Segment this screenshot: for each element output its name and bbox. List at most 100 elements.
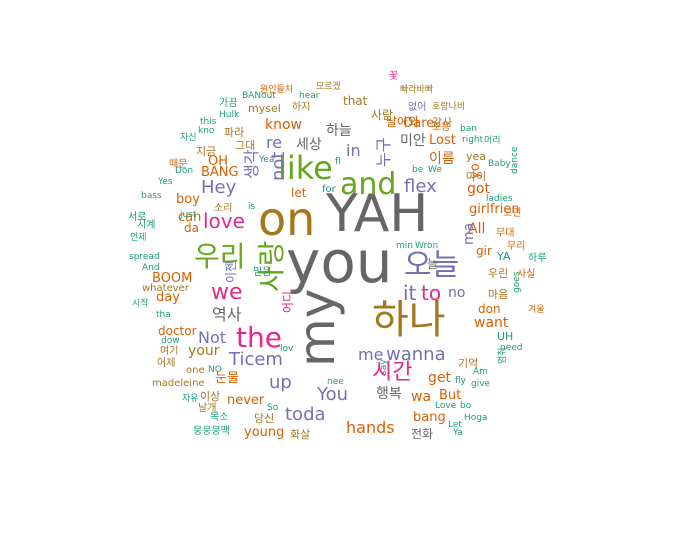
word-cloud-word: OH (208, 154, 229, 169)
word-cloud-word: 우린 (488, 267, 509, 280)
word-cloud-word: 그대 (235, 139, 256, 152)
word-cloud-word: hands (346, 418, 395, 437)
word-cloud-word: 빠라바빠 (400, 85, 434, 95)
word-cloud-word: fly (455, 376, 466, 386)
word-cloud-word: like (278, 149, 333, 187)
word-cloud-word: doctor (158, 324, 197, 338)
word-cloud-word: 늘 (427, 257, 439, 271)
word-cloud-word: YA (497, 250, 511, 263)
word-cloud-word: 어디 (281, 290, 295, 313)
word-cloud-word: 시작 (132, 299, 149, 309)
word-cloud-word: kno (198, 126, 215, 136)
word-cloud-word: 서로 (128, 212, 147, 223)
word-cloud-word: madeleine (152, 378, 205, 389)
word-cloud-word: BANout (242, 91, 276, 101)
word-cloud-word: in (346, 141, 361, 160)
word-cloud-word: So (267, 403, 279, 413)
word-cloud-word: BANG (201, 165, 239, 180)
word-cloud-word: min (396, 241, 413, 251)
word-cloud-word: nee (327, 377, 344, 387)
word-cloud-word: the (236, 321, 282, 354)
word-cloud-word: 우리 (194, 240, 246, 273)
word-cloud-word: NO (208, 365, 222, 375)
word-cloud-word: 조용 (432, 122, 451, 133)
word-cloud-word: let (291, 186, 307, 200)
word-cloud-word: can (178, 210, 202, 225)
word-cloud-word: re (266, 133, 283, 152)
word-cloud-word: 하지 (292, 102, 311, 113)
word-cloud-word: 하늘 (326, 123, 352, 139)
word-cloud-word: 이름 (429, 151, 455, 167)
word-cloud-word: We (428, 165, 442, 175)
word-cloud-word: And (142, 263, 160, 273)
word-cloud-word: and (340, 167, 397, 202)
word-cloud-word: 세상 (296, 137, 322, 153)
word-cloud-word: Am (473, 367, 488, 377)
word-cloud-word: 어제 (157, 358, 176, 369)
word-cloud-word: tha (156, 310, 171, 320)
word-cloud-word: Oare (403, 116, 435, 131)
word-cloud-word: young (244, 425, 285, 440)
word-cloud-word: 언제 (130, 233, 147, 243)
word-cloud-word: this (200, 117, 217, 127)
word-cloud-word: 미안 (400, 133, 426, 149)
word-cloud-word: give (471, 379, 491, 389)
word-cloud-word: 고민 (503, 208, 522, 219)
word-cloud-word: 가끔 (219, 98, 238, 109)
word-cloud-word: know (265, 117, 302, 133)
word-cloud-word: Baby (488, 159, 511, 169)
word-cloud-word: gir (476, 244, 492, 258)
word-cloud-word: Hoga (464, 413, 488, 423)
word-cloud-word: 사실 (517, 269, 536, 280)
word-cloud-word: 날아와 (386, 115, 420, 129)
word-cloud-word: whatever (142, 283, 189, 294)
word-cloud-word: 사람 (371, 108, 394, 122)
word-cloud-word: 없어 (408, 102, 427, 113)
word-cloud-word: Hulk (219, 110, 240, 120)
word-cloud-word: want (474, 315, 509, 331)
word-cloud-word: wanna (386, 344, 446, 365)
word-cloud-word: da (184, 221, 199, 235)
word-cloud-word: hear (299, 91, 320, 101)
word-cloud-word: right (462, 135, 484, 145)
word-cloud-word: Ticem (229, 349, 283, 370)
word-cloud-word: Don (175, 166, 194, 176)
word-cloud-word: 겨울 (528, 305, 545, 315)
word-cloud-word: 무리 (507, 241, 526, 252)
word-cloud-word: You (317, 384, 349, 405)
word-cloud-word: 여기 (160, 346, 179, 357)
word-cloud-word: spread (129, 252, 160, 262)
word-cloud-word: 아이 (466, 170, 487, 183)
word-cloud-word: 날개 (198, 403, 217, 414)
word-cloud-word: Not (198, 328, 227, 347)
word-cloud-word: one (186, 365, 205, 376)
word-cloud-word: 지금 (196, 145, 217, 158)
word-cloud-word: your (188, 343, 220, 359)
word-cloud-word: toda (285, 404, 326, 425)
word-cloud-word: get (428, 370, 451, 386)
word-cloud-word: 이젠 (224, 260, 238, 283)
word-cloud-word: 이상 (200, 390, 221, 403)
word-cloud-word: Lost (429, 133, 456, 148)
word-cloud-word: 소리 (214, 203, 233, 214)
word-cloud-word: yea (466, 150, 487, 163)
word-cloud-word: 호랑나비 (432, 102, 466, 112)
word-cloud-word: bang (413, 410, 446, 425)
word-cloud-word: lov (280, 344, 294, 354)
word-cloud-word: 기억 (458, 357, 479, 370)
word-cloud-word: got (467, 181, 490, 197)
word-cloud-word: bo (460, 401, 472, 411)
word-cloud-word: say (379, 359, 389, 375)
word-cloud-word: we (211, 280, 243, 305)
word-cloud-word: 감사 (432, 116, 453, 129)
word-cloud-word: Yea (259, 155, 275, 165)
word-cloud-word: 화살 (290, 428, 311, 441)
word-cloud-word: 때문 (169, 159, 188, 170)
word-cloud-word: you (286, 228, 393, 296)
word-cloud-word: 무대 (496, 228, 515, 239)
word-cloud-word: Yes (158, 177, 173, 187)
word-cloud-word: need (500, 343, 523, 353)
word-cloud-word: 모르겠 (316, 82, 341, 92)
word-cloud-word: girlfrien (469, 202, 520, 217)
